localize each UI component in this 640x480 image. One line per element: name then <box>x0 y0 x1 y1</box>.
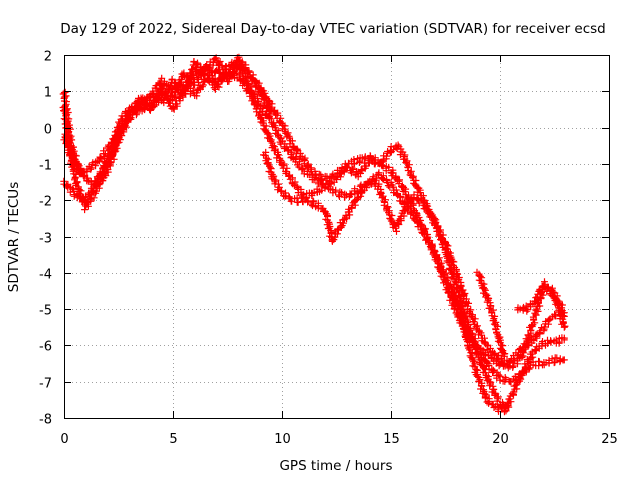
x-tick-label: 15 <box>383 432 400 447</box>
x-tick-label: 20 <box>492 432 509 447</box>
data-series <box>448 284 508 416</box>
series-markers <box>448 284 508 416</box>
y-tick-label: -2 <box>39 195 52 210</box>
data-series <box>260 148 337 244</box>
x-tick-label: 5 <box>169 432 177 447</box>
y-tick-label: -5 <box>39 304 52 319</box>
x-tick-label: 10 <box>274 432 291 447</box>
y-tick-label: -8 <box>39 413 52 428</box>
data-series <box>514 278 569 331</box>
x-tick-label: 0 <box>60 432 68 447</box>
y-tick-label: -3 <box>39 232 52 247</box>
y-tick-label: 0 <box>44 123 52 138</box>
data-series <box>501 334 568 415</box>
grid <box>64 55 609 418</box>
series-markers <box>473 268 509 360</box>
series-markers <box>501 334 568 415</box>
y-tick-label: -4 <box>39 268 52 283</box>
series-markers <box>260 148 337 244</box>
y-tick-label: -7 <box>39 377 52 392</box>
chart-title: Day 129 of 2022, Sidereal Day-to-day VTE… <box>60 21 606 37</box>
y-tick-label: 1 <box>44 86 52 101</box>
y-tick-label: -1 <box>39 159 52 174</box>
y-tick-label: 2 <box>44 50 52 65</box>
series-markers <box>514 278 569 331</box>
data-series <box>473 268 509 360</box>
y-axis-label: SDTVAR / TECUs <box>6 182 22 292</box>
x-tick-label: 25 <box>601 432 618 447</box>
y-tick-label: -6 <box>39 340 52 355</box>
x-axis-label: GPS time / hours <box>279 458 392 474</box>
data-layer <box>59 53 569 416</box>
